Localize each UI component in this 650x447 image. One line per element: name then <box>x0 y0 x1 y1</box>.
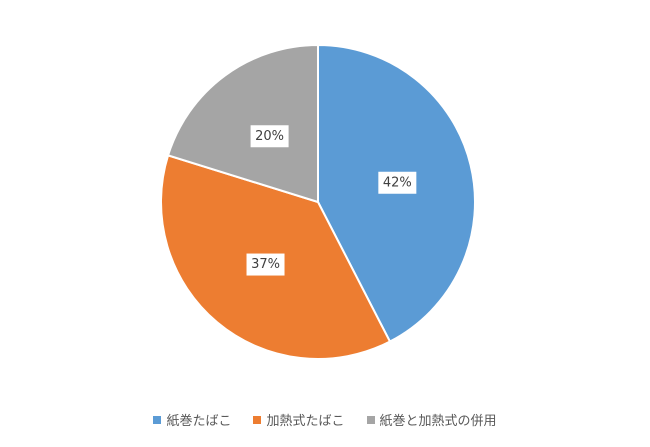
label-box <box>378 171 417 194</box>
data-label: 42% <box>383 175 412 190</box>
legend-swatch <box>366 415 375 424</box>
legend: 紙巻たばこ 加熱式たばこ 紙巻と加熱式の併用 <box>0 410 650 429</box>
data-label: 37% <box>251 257 280 272</box>
pie-area: 42% 37% 20% <box>160 43 476 360</box>
legend-swatch <box>253 415 262 424</box>
data-label: 20% <box>255 129 284 144</box>
legend-item: 紙巻と加熱式の併用 <box>366 410 497 429</box>
legend-item: 紙巻たばこ <box>153 410 231 429</box>
legend-item: 加熱式たばこ <box>253 410 345 429</box>
legend-label: 加熱式たばこ <box>266 414 345 429</box>
label-box <box>250 125 289 148</box>
pie-slice <box>166 43 319 204</box>
legend-swatch <box>153 415 162 424</box>
label-box <box>246 253 285 276</box>
legend-label: 紙巻と加熱式の併用 <box>379 414 497 429</box>
legend-label: 紙巻たばこ <box>166 414 232 429</box>
